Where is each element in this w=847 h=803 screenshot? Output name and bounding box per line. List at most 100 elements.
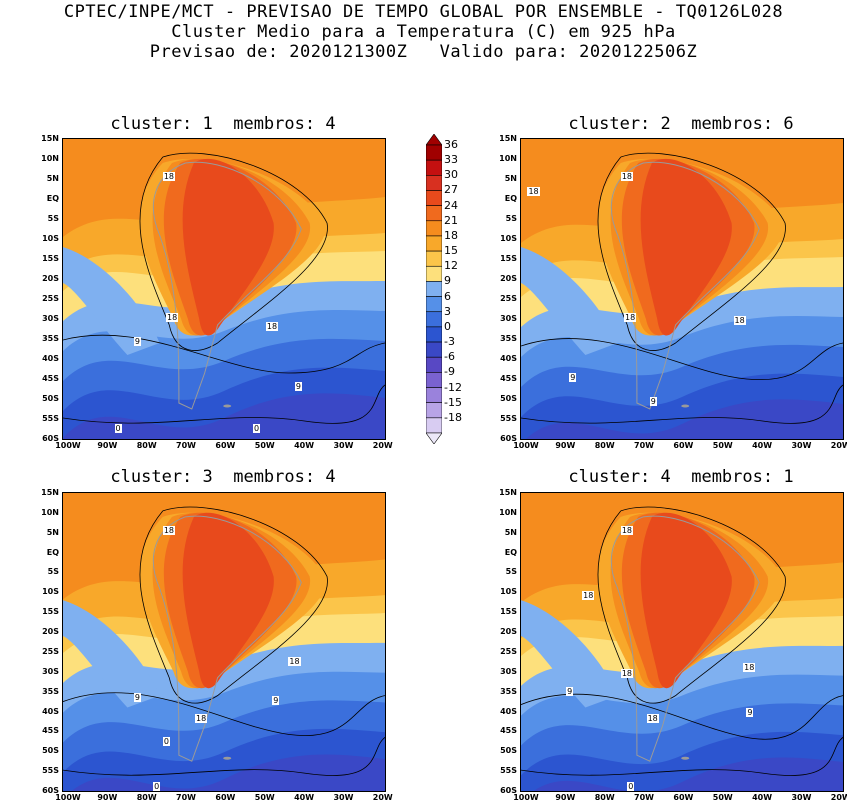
latitude-tick-label: 60S [42, 434, 59, 443]
continent-27-region [182, 512, 274, 689]
map-plot-area: 18 18 18 9 9 0 0 [62, 138, 386, 440]
colorbar-swatch [425, 250, 443, 267]
latitude-tick-label: 55S [500, 766, 517, 776]
contour-label: 18 [288, 656, 301, 666]
latitude-tick-label: 15N [499, 488, 517, 497]
contour-label: 18 [620, 525, 633, 535]
pacific-cool-tongue [63, 600, 160, 708]
latitude-tick-label: 10N [41, 507, 59, 517]
contour-0-line [63, 737, 385, 776]
map-plot-area: 18 18 18 18 9 9 [520, 138, 844, 440]
contour-9-line [63, 692, 385, 737]
latitude-tick-label: 35S [500, 686, 517, 696]
figure-title-line-1: CPTEC/INPE/MCT - PREVISAO DE TEMPO GLOBA… [63, 2, 784, 22]
colorbar-swatch [425, 265, 443, 282]
longitude-tick-label: 100W [513, 793, 539, 802]
contour-0-line [521, 384, 843, 424]
longitude-tick-label: 20W [830, 441, 847, 450]
colorbar-swatch [425, 402, 443, 419]
falklands-island [223, 404, 232, 408]
colorbar-label: -18 [444, 410, 462, 424]
contour-18-line [597, 506, 786, 704]
colorbar-label: 30 [444, 168, 458, 182]
longitude-tick-label: 40W [752, 441, 773, 450]
longitude-tick-label: 70W [176, 793, 197, 802]
colorbar-swatch [425, 144, 443, 161]
south-america-coastline [610, 161, 760, 410]
continent-27-region [182, 158, 274, 336]
longitude-tick-label: 60W [215, 793, 236, 802]
latitude-tick-label: 10S [42, 234, 59, 243]
longitude-tick-label: 50W [712, 793, 733, 802]
latitude-tick-label: 10S [42, 587, 59, 597]
contour-label: 18 [162, 525, 175, 535]
latitude-tick-label: 45S [500, 374, 517, 383]
latitude-tick-label: 5S [47, 567, 59, 577]
south-america-coastline [152, 515, 302, 762]
colorbar-min-arrow [425, 432, 443, 445]
colorbar-label: -9 [444, 365, 455, 379]
latitude-tick-label: 15N [41, 134, 59, 143]
latitude-tick-label: 40S [500, 354, 517, 363]
longitude-tick-label: 60W [673, 441, 694, 450]
contour-label: 0 [153, 782, 161, 792]
temperature-band-neg3 [63, 393, 385, 439]
colorbar-swatch [425, 417, 443, 434]
latitude-tick-label: 30S [500, 666, 517, 676]
temperature-map [63, 139, 385, 439]
panel-title: cluster: 1 membros: 4 [110, 114, 336, 134]
latitude-tick-label: 20S [42, 627, 59, 637]
longitude-tick-label: 90W [555, 441, 576, 450]
south-america-coastline [610, 515, 760, 762]
longitude-tick-label: 100W [55, 793, 81, 802]
latitude-tick-label: 30S [42, 314, 59, 323]
latitude-tick-label: 15S [500, 607, 517, 617]
colorbar-swatch [425, 235, 443, 252]
latitude-tick-label: 20S [500, 274, 517, 283]
colorbar-label: 18 [444, 228, 458, 242]
figure-title-line-3: Previsao de: 2020121300Z Valido para: 20… [149, 42, 698, 62]
colorbar-swatch [425, 356, 443, 373]
panel-title: cluster: 4 membros: 1 [568, 467, 794, 487]
contour-label: 9 [569, 373, 577, 382]
contour-label: 18 [620, 172, 633, 181]
latitude-tick-label: 5N [46, 174, 59, 183]
latitude-tick-label: EQ [46, 547, 59, 557]
pacific-cool-tongue [521, 600, 618, 708]
longitude-tick-label: 40W [752, 793, 773, 802]
latitude-tick-label: 15S [500, 254, 517, 263]
longitude-tick-label: 30W [333, 441, 354, 450]
pacific-cool-tongue [521, 247, 618, 355]
longitude-tick-label: 20W [830, 793, 847, 802]
longitude-tick-label: 90W [97, 441, 118, 450]
continent-27-region [640, 158, 732, 336]
latitude-tick-label: 55S [42, 414, 59, 423]
longitude-tick-label: 50W [254, 793, 275, 802]
contour-9-line [521, 693, 843, 740]
contour-label: 0 [627, 782, 635, 792]
contour-18-line [139, 152, 328, 351]
longitude-tick-label: 90W [97, 793, 118, 802]
contour-label: 9 [649, 397, 657, 406]
colorbar-label: 0 [444, 319, 451, 333]
latitude-tick-label: 30S [500, 314, 517, 323]
latitude-tick-label: 15S [42, 254, 59, 263]
pacific-cool-tongue [63, 247, 160, 355]
latitude-tick-label: 45S [500, 726, 517, 736]
colorbar-label: 9 [444, 274, 451, 288]
contour-label: 18 [743, 662, 756, 672]
south-america-coastline [152, 161, 302, 410]
longitude-tick-label: 70W [634, 441, 655, 450]
latitude-tick-label: 15N [41, 488, 59, 497]
temperature-map [521, 493, 843, 791]
contour-18-line [597, 152, 786, 351]
longitude-tick-label: 60W [215, 441, 236, 450]
colorbar-label: -12 [444, 380, 462, 394]
colorbar-label: 24 [444, 198, 458, 212]
colorbar-label: 21 [444, 213, 458, 227]
contour-label: 18 [646, 713, 659, 723]
colorbar-swatch [425, 220, 443, 237]
colorbar-label: 15 [444, 244, 458, 258]
latitude-tick-label: 60S [500, 786, 517, 795]
contour-label: 18 [166, 313, 179, 322]
